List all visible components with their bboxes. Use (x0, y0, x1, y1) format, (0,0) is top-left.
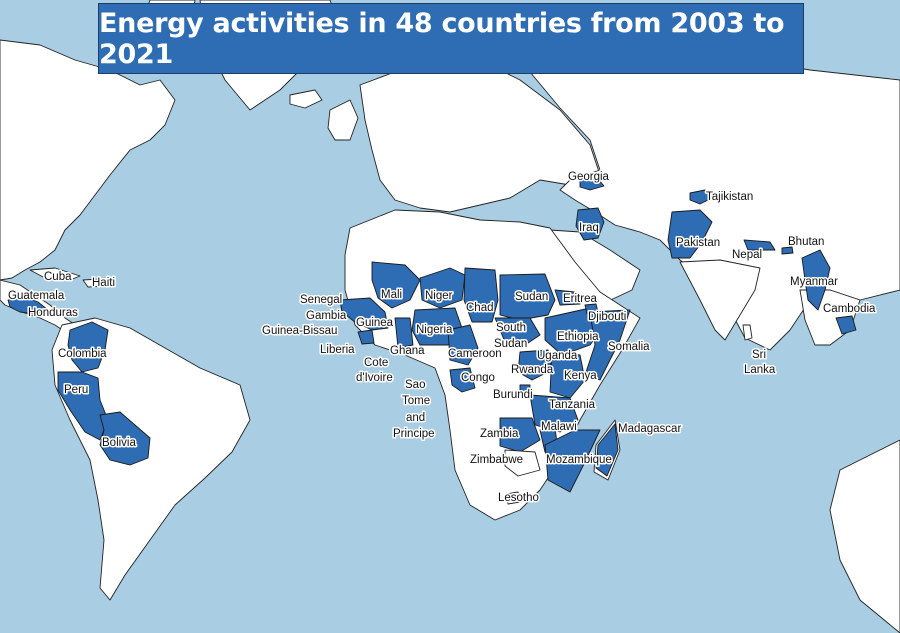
country-myanmar (801, 249, 831, 311)
country-south-sudan (494, 317, 541, 346)
label-nigeria: Nigeria (416, 324, 453, 336)
label-sudan: Sudan (515, 291, 548, 303)
country-ghana (394, 317, 414, 349)
country-iraq (575, 207, 605, 241)
label-niger: Niger (425, 290, 453, 302)
label-kenya: Kenya (564, 370, 597, 382)
label-georgia: Georgia (568, 171, 610, 183)
lesotho (505, 491, 521, 505)
label-iraq: Iraq (579, 222, 599, 234)
sri-lanka (742, 324, 753, 341)
country-tanzania (529, 394, 579, 433)
label-congo: Congo (461, 372, 495, 384)
label-guinea: Guinea (356, 317, 394, 329)
label-uganda: Uganda (537, 350, 578, 362)
label-cameroon: Cameroon (448, 348, 502, 360)
label-south: South (496, 322, 526, 334)
label-peru: Peru (64, 384, 88, 396)
country-djibouti (584, 303, 599, 315)
label-malawi: Malawi (541, 421, 577, 433)
label-madagascar: Madagascar (618, 423, 681, 435)
label-cote: Cote (364, 357, 388, 369)
country-chad (463, 267, 499, 323)
label-burundi: Burundi (493, 389, 533, 401)
country-bhutan (781, 246, 794, 255)
hispaniola (82, 278, 106, 288)
label-gambia: Gambia (306, 310, 347, 322)
label-lesotho: Lesotho (498, 492, 539, 504)
label-djibouti: Djibouti (588, 311, 626, 323)
label-ethiopia: Ethiopia (557, 331, 599, 343)
country-kenya (549, 351, 586, 399)
label-principe: Principe (393, 428, 435, 440)
country-uganda-rwanda (517, 349, 553, 381)
label-nepal: Nepal (732, 249, 762, 261)
country-colombia (67, 321, 109, 373)
label-and: and (406, 412, 425, 424)
label-cuba: Cuba (44, 271, 72, 283)
country-pakistan (667, 209, 713, 259)
label-chad: Chad (466, 302, 494, 314)
label-guinea-bissau: Guinea-Bissau (262, 325, 337, 337)
country-mozambique (544, 429, 601, 493)
country-liberia (357, 329, 375, 345)
country-congo (449, 367, 476, 393)
label-pakistan: Pakistan (676, 237, 720, 249)
south-america (51, 317, 251, 601)
label-bolivia: Bolivia (102, 437, 136, 449)
label-lanka: Lanka (744, 364, 776, 376)
country-tajikistan (689, 189, 713, 205)
country-madagascar (595, 423, 619, 477)
label-colombia: Colombia (58, 348, 107, 360)
country-bolivia (99, 411, 151, 466)
country-sudan (499, 273, 556, 321)
label-senegal: Senegal (300, 294, 342, 306)
label-guatemala: Guatemala (8, 290, 65, 302)
label-ghana: Ghana (390, 345, 425, 357)
label-sao: Sao (405, 379, 425, 391)
label-liberia: Liberia (320, 344, 355, 356)
page-title: Energy activities in 48 countries from 2… (99, 7, 785, 70)
country-somalia (584, 309, 631, 381)
label-bhutan: Bhutan (788, 236, 824, 248)
label-haiti: Haiti (92, 277, 115, 289)
country-georgia (579, 178, 605, 191)
label-cambodia: Cambodia (823, 303, 876, 315)
label-sri: Sri (752, 349, 766, 361)
label-somalia: Somalia (608, 341, 650, 353)
label-tanzania: Tanzania (549, 399, 596, 411)
label-rwanda: Rwanda (511, 364, 554, 376)
country-niger (419, 267, 466, 309)
label-divoire: d'Ivoire (356, 372, 393, 384)
label-mali: Mali (381, 289, 402, 301)
country-cambodia (835, 315, 857, 335)
label-tome: Tome (402, 395, 430, 407)
uk-ireland (327, 99, 359, 141)
country-guatemala-honduras (7, 295, 49, 315)
country-eritrea (554, 289, 581, 306)
zimbabwe (504, 449, 541, 477)
label-tajikistan: Tajikistan (706, 191, 753, 203)
country-nepal (743, 239, 776, 251)
label-mozambique: Mozambique (546, 454, 612, 466)
label-eritrea: Eritrea (563, 293, 597, 305)
australia (829, 439, 900, 633)
label-south-sudan: Sudan (494, 338, 527, 350)
title-banner: Energy activities in 48 countries from 2… (98, 3, 804, 74)
country-zambia (499, 417, 541, 453)
country-cameroon (447, 324, 479, 366)
cuba (29, 267, 81, 281)
country-senegal-gambia-guinea (339, 297, 389, 331)
india (679, 259, 761, 341)
label-zambia: Zambia (480, 428, 519, 440)
label-myanmar: Myanmar (790, 276, 838, 288)
country-mali (371, 261, 421, 309)
iceland (289, 89, 323, 109)
label-zimbabwe: Zimbabwe (470, 454, 523, 466)
label-honduras: Honduras (28, 307, 78, 319)
